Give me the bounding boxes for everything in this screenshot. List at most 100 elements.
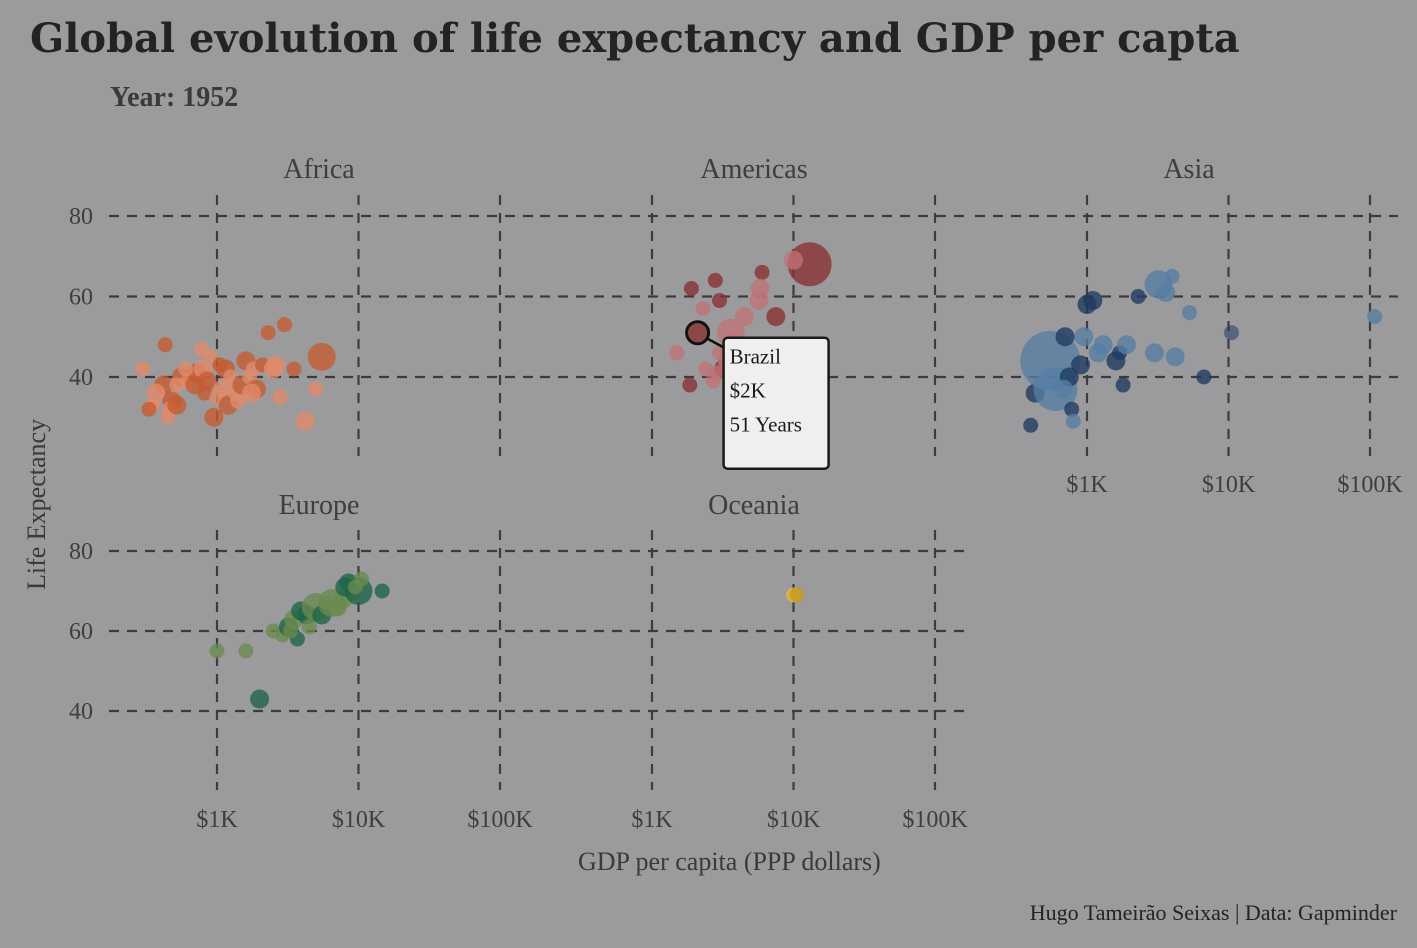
data-point <box>301 619 317 635</box>
facet-europe: Europe 40 60 80 $1K $10K $100K <box>69 490 535 833</box>
data-point <box>1164 268 1180 284</box>
data-point <box>1064 401 1080 417</box>
chart-title: Global evolution of life expectancy and … <box>30 15 1240 62</box>
data-point <box>282 623 298 639</box>
tooltip-line: 51 Years <box>730 413 802 437</box>
data-point <box>1196 369 1212 385</box>
data-point <box>157 337 173 353</box>
y-tick-label: 40 <box>69 699 93 725</box>
data-point <box>754 264 770 280</box>
data-point <box>707 272 723 288</box>
y-tick-label: 80 <box>69 204 93 230</box>
tooltip-line: $2K <box>730 379 766 403</box>
data-point <box>1165 347 1185 367</box>
data-point <box>178 361 194 377</box>
data-point <box>266 355 286 375</box>
data-point <box>1156 282 1176 302</box>
x-tick-label: $100K <box>467 807 533 833</box>
x-tick-label: $1K <box>196 807 238 833</box>
data-point <box>1074 327 1094 347</box>
data-point <box>213 379 233 399</box>
data-point <box>167 395 187 415</box>
data-point <box>272 389 288 405</box>
data-point <box>209 643 225 659</box>
tooltip-line: Brazil <box>730 345 781 369</box>
data-point <box>308 381 324 397</box>
data-point <box>1071 355 1091 375</box>
data-point <box>688 323 708 343</box>
data-point <box>784 250 803 270</box>
y-tick-label: 80 <box>69 539 93 565</box>
data-point <box>1116 335 1136 355</box>
data-point <box>789 587 805 603</box>
tooltip-layer: Brazil $2K 51 Years <box>685 320 830 470</box>
data-point <box>1083 291 1103 311</box>
chart-caption: Hugo Tameirão Seixas | Data: Gapminder <box>1030 900 1398 925</box>
data-point <box>734 307 754 327</box>
data-point <box>197 371 217 391</box>
data-point <box>1181 305 1197 321</box>
facet-oceania: Oceania $1K $10K $100K <box>540 490 968 833</box>
facet-label: Asia <box>1163 154 1215 185</box>
data-point <box>1093 335 1113 355</box>
x-tick-label: $10K <box>332 807 386 833</box>
data-point <box>286 361 302 377</box>
data-point <box>277 317 293 333</box>
data-point <box>683 280 699 296</box>
data-point <box>307 342 336 371</box>
data-point <box>766 307 786 327</box>
y-tick-label: 40 <box>69 365 93 391</box>
tooltip-marker <box>685 320 711 346</box>
data-point <box>197 385 213 401</box>
data-point <box>749 291 769 311</box>
data-point <box>141 401 157 417</box>
x-tick-label: $1K <box>1066 472 1108 498</box>
data-point <box>1367 309 1383 325</box>
data-point <box>250 689 270 709</box>
facet-label: Europe <box>279 490 360 521</box>
data-point <box>698 361 714 377</box>
data-point <box>260 325 276 341</box>
facet-label: Oceania <box>708 490 800 521</box>
data-point <box>1065 413 1081 429</box>
data-point <box>347 579 363 595</box>
data-point <box>705 373 721 389</box>
y-axis-title: Life Expectancy <box>22 419 51 590</box>
data-point <box>1053 379 1073 399</box>
data-point <box>1023 417 1039 433</box>
data-point <box>695 301 711 317</box>
x-tick-label: $100K <box>1337 472 1403 498</box>
x-axis-title: GDP per capita (PPP dollars) <box>578 847 881 876</box>
x-tick-label: $100K <box>902 807 968 833</box>
data-point <box>230 393 246 409</box>
data-point <box>1055 327 1075 347</box>
data-point <box>669 345 685 361</box>
data-point <box>238 643 254 659</box>
data-point <box>712 293 728 309</box>
data-point <box>1145 343 1165 363</box>
data-point <box>160 409 176 425</box>
x-tick-label: $10K <box>767 807 821 833</box>
facet-label: Americas <box>700 154 807 185</box>
facet-africa: Africa 40 60 80 <box>69 154 535 456</box>
x-tick-label: $10K <box>1202 472 1256 498</box>
data-point <box>295 411 315 431</box>
data-point <box>135 361 151 377</box>
chart-subtitle: Year: 1952 <box>110 82 238 113</box>
data-point <box>1223 325 1239 341</box>
facet-asia: Asia $1K $10K $100K <box>975 154 1403 498</box>
data-point <box>1130 289 1146 304</box>
data-point <box>335 577 355 597</box>
data-point <box>374 583 390 599</box>
y-tick-label: 60 <box>69 619 93 645</box>
tooltip-box <box>722 336 830 470</box>
data-point <box>1115 377 1131 393</box>
y-tick-label: 60 <box>69 285 93 311</box>
facet-label: Africa <box>283 154 355 185</box>
data-point <box>241 383 261 403</box>
x-tick-label: $1K <box>631 807 673 833</box>
data-point <box>212 357 228 373</box>
